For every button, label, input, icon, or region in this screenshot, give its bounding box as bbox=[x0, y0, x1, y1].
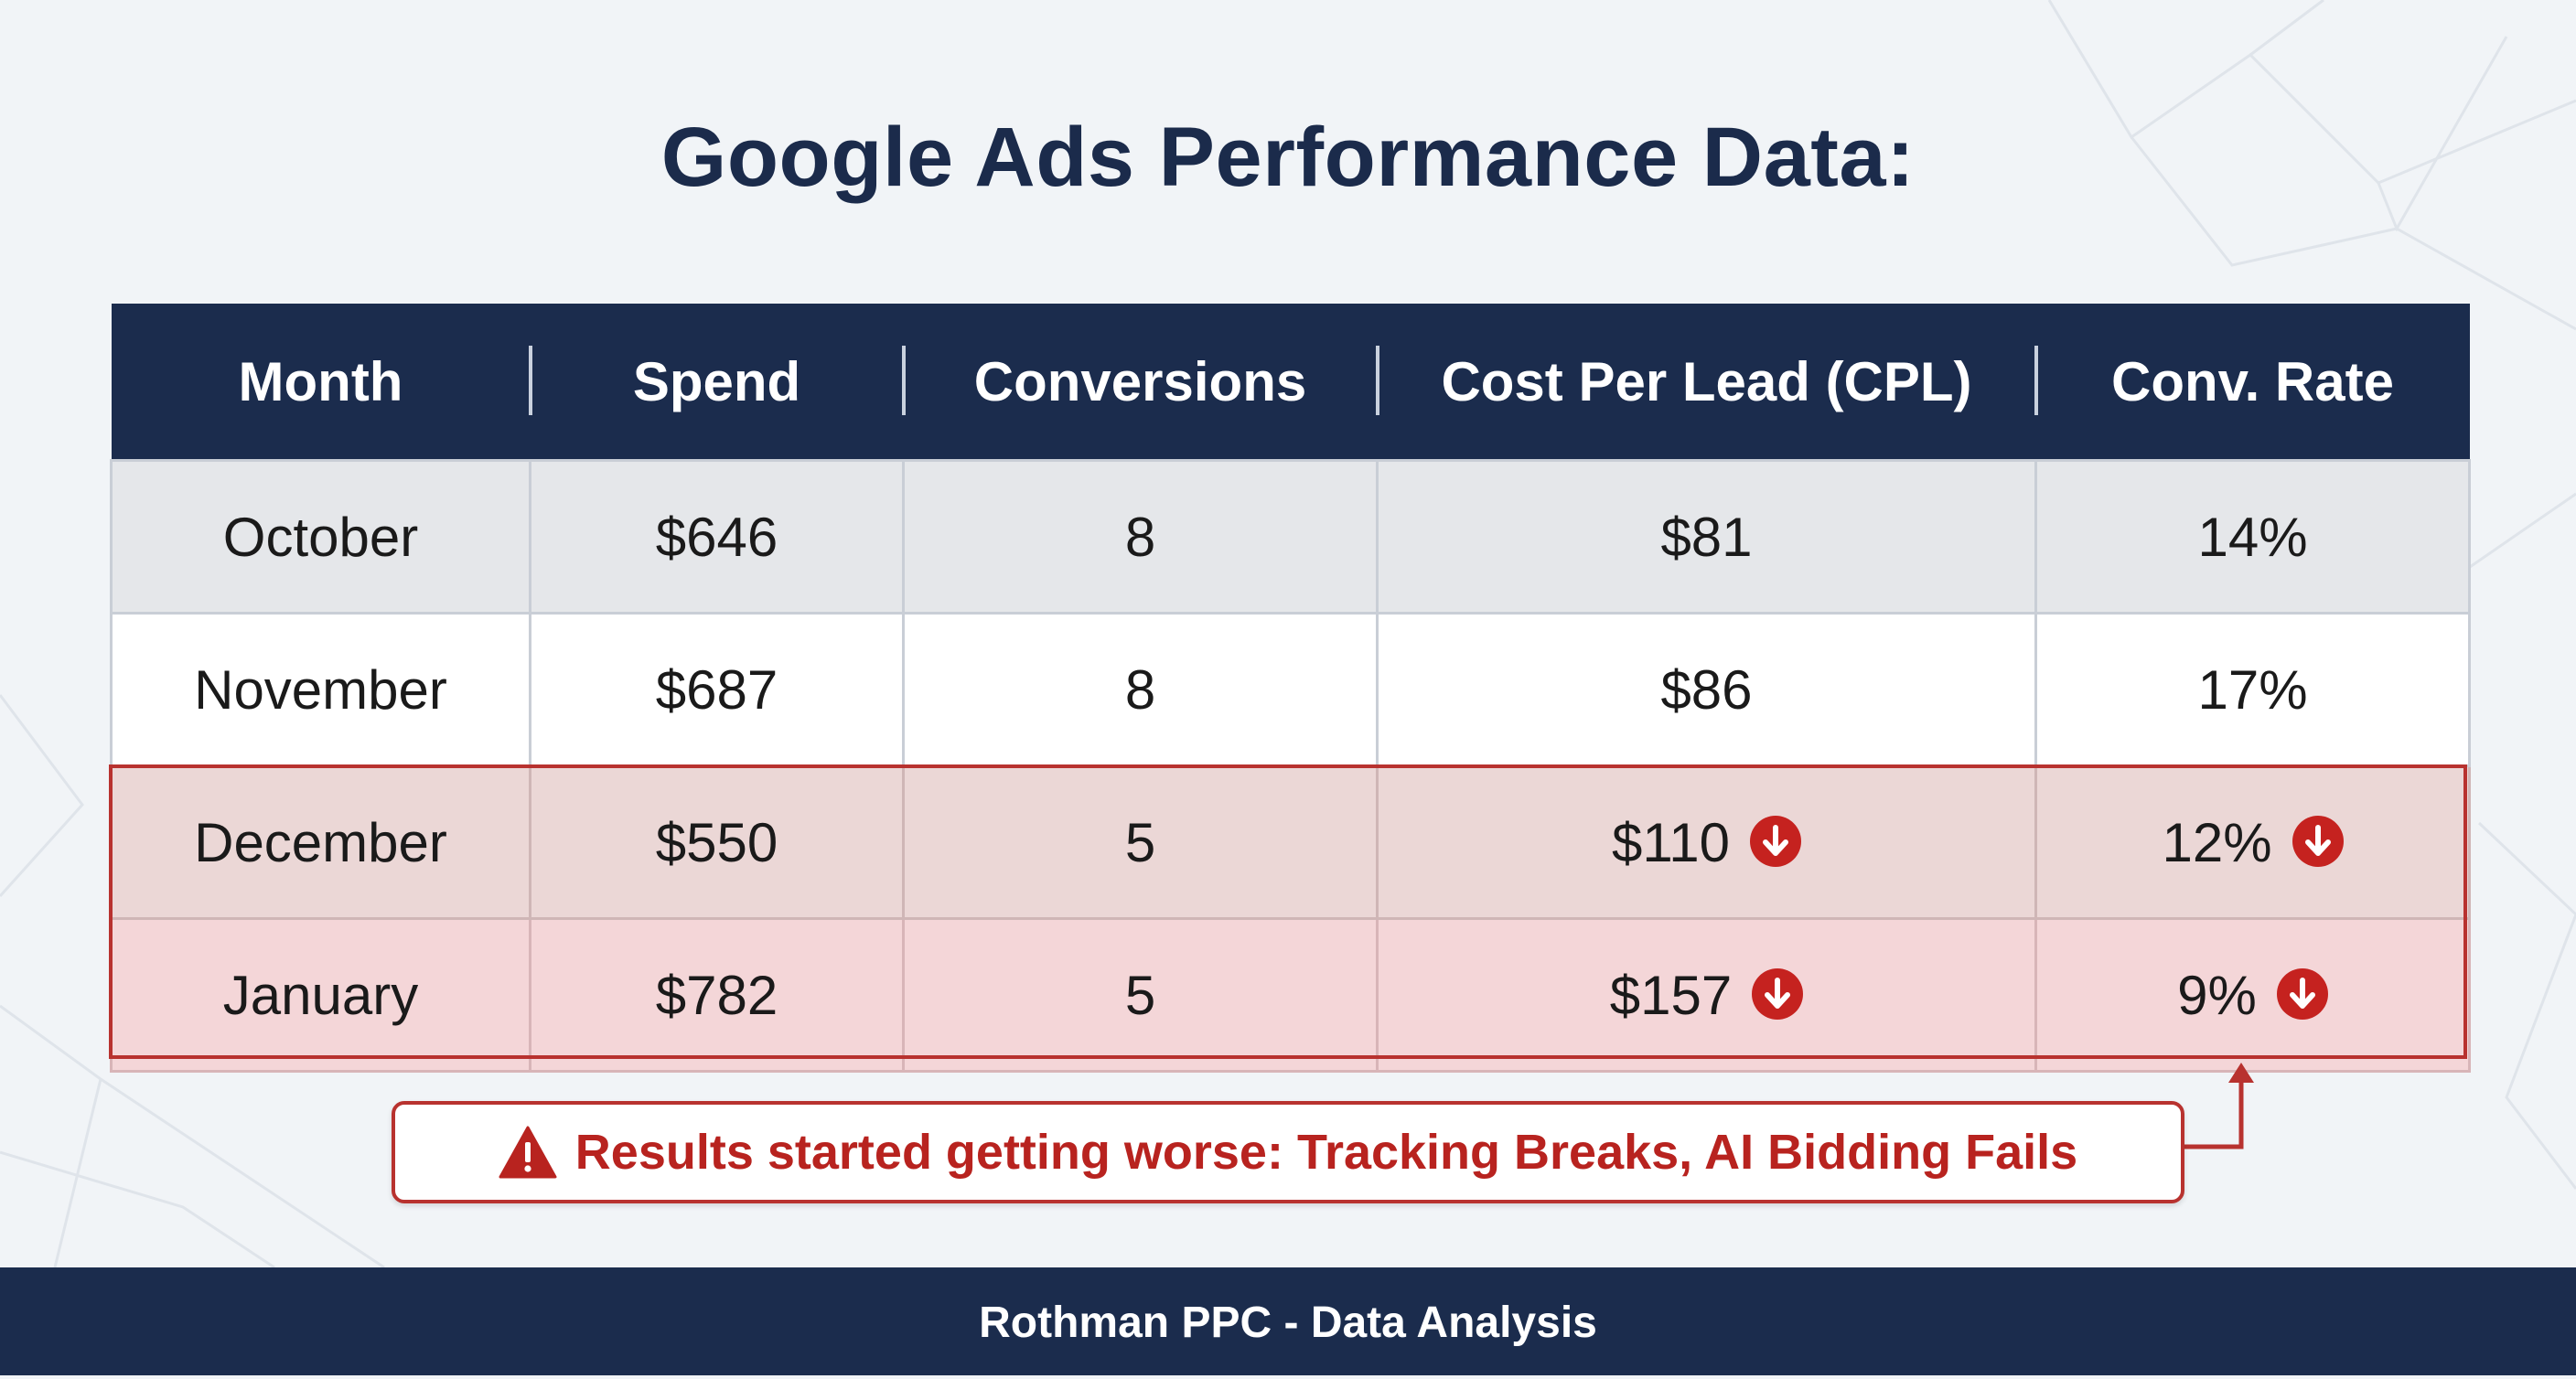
warning-icon bbox=[499, 1126, 557, 1179]
conv-rate-cell-value: 9% bbox=[2177, 964, 2257, 1026]
warning-callout: Results started getting worse: Tracking … bbox=[392, 1101, 2184, 1203]
spend-cell-value: $687 bbox=[655, 658, 778, 721]
month-cell: October bbox=[110, 459, 531, 615]
conversions-cell: 5 bbox=[902, 764, 1379, 920]
table-row: October $646 8 $81 14% bbox=[110, 459, 2471, 615]
spend-cell-value: $550 bbox=[655, 811, 778, 873]
spend-cell: $687 bbox=[529, 612, 905, 767]
performance-table: Month Spend Conversions Cost Per Lead (C… bbox=[110, 304, 2471, 1073]
page-title: Google Ads Performance Data: bbox=[660, 111, 1916, 204]
spend-cell-value: $782 bbox=[655, 964, 778, 1026]
month-cell: November bbox=[110, 612, 531, 767]
month-cell: January bbox=[110, 917, 531, 1073]
arrow-down-circle-icon bbox=[1752, 967, 1804, 1020]
cpl-cell-value: $86 bbox=[1660, 658, 1753, 721]
conv-rate-cell: 12% bbox=[2034, 764, 2471, 920]
cpl-cell: $110 bbox=[1376, 764, 2037, 920]
spend-cell: $782 bbox=[529, 917, 905, 1073]
arrow-down-circle-icon bbox=[1750, 815, 1802, 867]
conversions-cell: 8 bbox=[902, 459, 1379, 615]
column-header: Conversions bbox=[901, 304, 1378, 461]
month-cell: December bbox=[110, 764, 531, 920]
footer: Rothman PPC - Data Analysis bbox=[0, 1267, 2576, 1375]
month-cell-value: November bbox=[194, 658, 447, 721]
callout-arrow bbox=[2184, 1063, 2254, 1149]
month-cell-value: December bbox=[194, 811, 447, 873]
conv-rate-cell-value: 14% bbox=[2197, 506, 2308, 568]
column-header: Spend bbox=[528, 304, 904, 461]
cpl-cell-value: $81 bbox=[1660, 506, 1753, 568]
month-cell-value: January bbox=[222, 964, 419, 1026]
conversions-cell: 8 bbox=[902, 612, 1379, 767]
header-row: Month Spend Conversions Cost Per Lead (C… bbox=[111, 304, 2470, 461]
conv-rate-cell: 17% bbox=[2034, 612, 2471, 767]
conv-rate-cell: 14% bbox=[2034, 459, 2471, 615]
cpl-cell: $81 bbox=[1376, 459, 2037, 615]
conversions-cell: 5 bbox=[902, 917, 1379, 1073]
conversions-cell-value: 5 bbox=[1124, 964, 1156, 1026]
conv-rate-cell-value: 17% bbox=[2197, 658, 2308, 721]
table-row: January $782 5 $157 9% bbox=[110, 917, 2471, 1073]
column-header: Conv. Rate bbox=[2034, 304, 2470, 461]
column-header: Month bbox=[111, 304, 531, 461]
cpl-cell: $86 bbox=[1376, 612, 2037, 767]
conv-rate-cell-value: 12% bbox=[2162, 811, 2272, 873]
spend-cell-value: $646 bbox=[655, 506, 778, 568]
arrow-down-circle-icon bbox=[2292, 815, 2344, 867]
conv-rate-cell: 9% bbox=[2034, 917, 2471, 1073]
table-row: November $687 8 $86 17% bbox=[110, 612, 2471, 767]
month-cell-value: October bbox=[222, 506, 419, 568]
conversions-cell-value: 8 bbox=[1124, 658, 1156, 721]
conversions-cell-value: 5 bbox=[1124, 811, 1156, 873]
spend-cell: $646 bbox=[529, 459, 905, 615]
table-body: October $646 8 $81 14% November $687 8 $86 17% Dec… bbox=[110, 459, 2471, 1073]
table-row: December $550 5 $110 12% bbox=[110, 764, 2471, 920]
cpl-cell-value: $157 bbox=[1609, 964, 1733, 1026]
spend-cell: $550 bbox=[529, 764, 905, 920]
cpl-cell: $157 bbox=[1376, 917, 2037, 1073]
conversions-cell-value: 8 bbox=[1124, 506, 1156, 568]
callout-text: Results started getting worse: Tracking … bbox=[574, 1125, 2078, 1180]
cpl-cell-value: $110 bbox=[1611, 811, 1731, 873]
arrow-down-circle-icon bbox=[2276, 967, 2328, 1020]
column-header: Cost Per Lead (CPL) bbox=[1375, 304, 2036, 461]
